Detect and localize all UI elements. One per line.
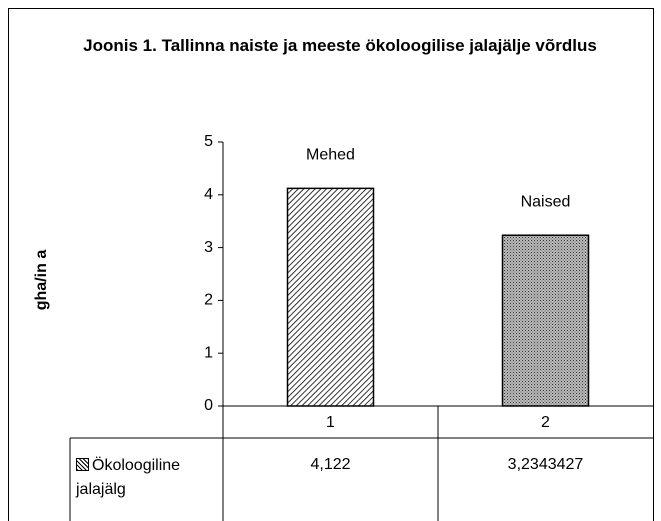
x-tick-label: 2: [541, 414, 550, 431]
y-tick-label: 1: [204, 344, 213, 361]
y-tick-label: 0: [204, 397, 213, 414]
bar: [286, 187, 375, 407]
y-tick-label: 5: [204, 133, 213, 150]
annotation: Naised: [521, 193, 571, 210]
y-axis-label: gha/in a: [33, 250, 50, 311]
table-value: 4,122: [310, 456, 350, 473]
legend-text: Ökoloogiline jalajälg: [76, 457, 181, 498]
bar: [501, 234, 590, 407]
y-tick-label: 4: [204, 186, 213, 203]
table-value: 3,2343427: [508, 456, 584, 473]
y-tick-label: 2: [204, 292, 213, 309]
chart-border: [8, 8, 654, 521]
legend-key: [76, 458, 89, 471]
x-tick-label: 1: [326, 414, 335, 431]
series-name: Ökoloogiline jalajälg: [76, 454, 221, 502]
chart-title: Joonis 1. Tallinna naiste ja meeste ökol…: [83, 36, 597, 55]
y-tick-label: 3: [204, 239, 213, 256]
annotation: Mehed: [306, 147, 355, 164]
